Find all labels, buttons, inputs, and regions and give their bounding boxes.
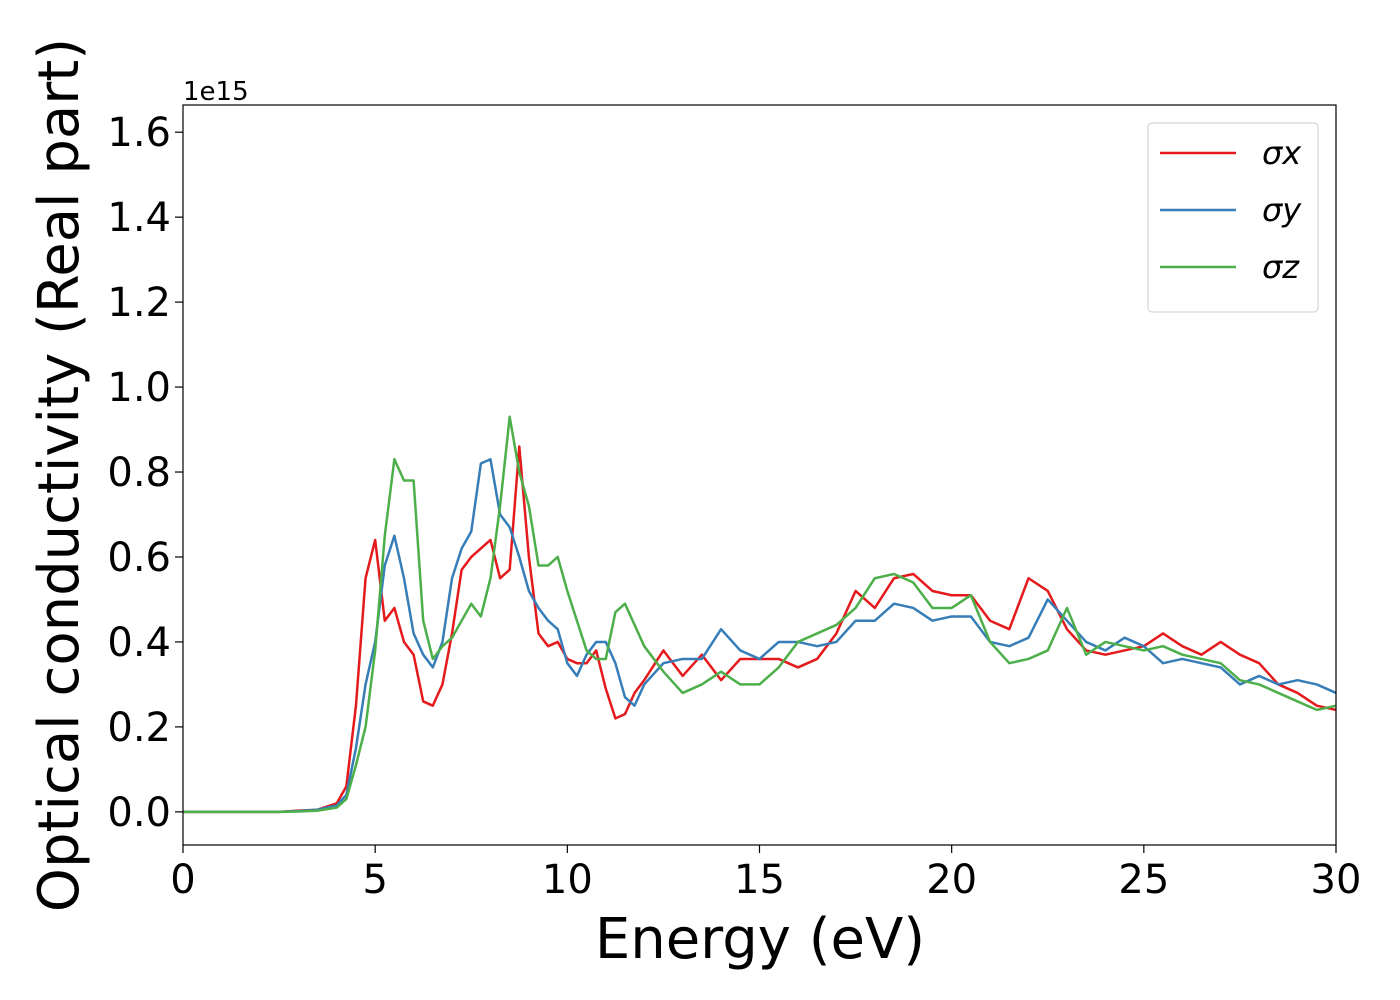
x-axis-label: Energy (eV) [595, 907, 925, 972]
y-tick-label: 1.2 [107, 280, 171, 326]
y-tick-label: 1.6 [107, 110, 171, 156]
y-tick-label: 0.4 [107, 620, 171, 666]
series-line [183, 458, 1336, 814]
plot-frame [182, 104, 1337, 846]
y-tick-label: 0.8 [107, 450, 171, 496]
y-tick-label: 1.4 [107, 195, 171, 241]
y-tick-label: 0.6 [107, 535, 171, 581]
x-tick-label: 15 [734, 857, 785, 903]
series-line [183, 415, 1336, 814]
plot-lines [183, 415, 1336, 814]
y-tick-label: 0.0 [107, 790, 171, 836]
y-offset-label: 1e15 [183, 77, 249, 107]
x-tick-label: 20 [926, 857, 977, 903]
x-tick-label: 5 [362, 857, 387, 903]
x-tick-label: 0 [170, 857, 195, 903]
legend-label: σz [1262, 248, 1300, 286]
x-tick-label: 25 [1118, 857, 1169, 903]
x-tick-label: 30 [1311, 857, 1362, 903]
series-line [183, 445, 1336, 814]
y-tick-label: 0.2 [107, 705, 171, 751]
y-axis-label: Optical conductivity (Real part) [27, 38, 92, 912]
legend-label: σx [1262, 134, 1302, 172]
x-tick-label: 10 [542, 857, 593, 903]
legend-box [1147, 122, 1319, 313]
legend-label: σy [1262, 191, 1302, 229]
y-tick-label: 1.0 [107, 365, 171, 411]
